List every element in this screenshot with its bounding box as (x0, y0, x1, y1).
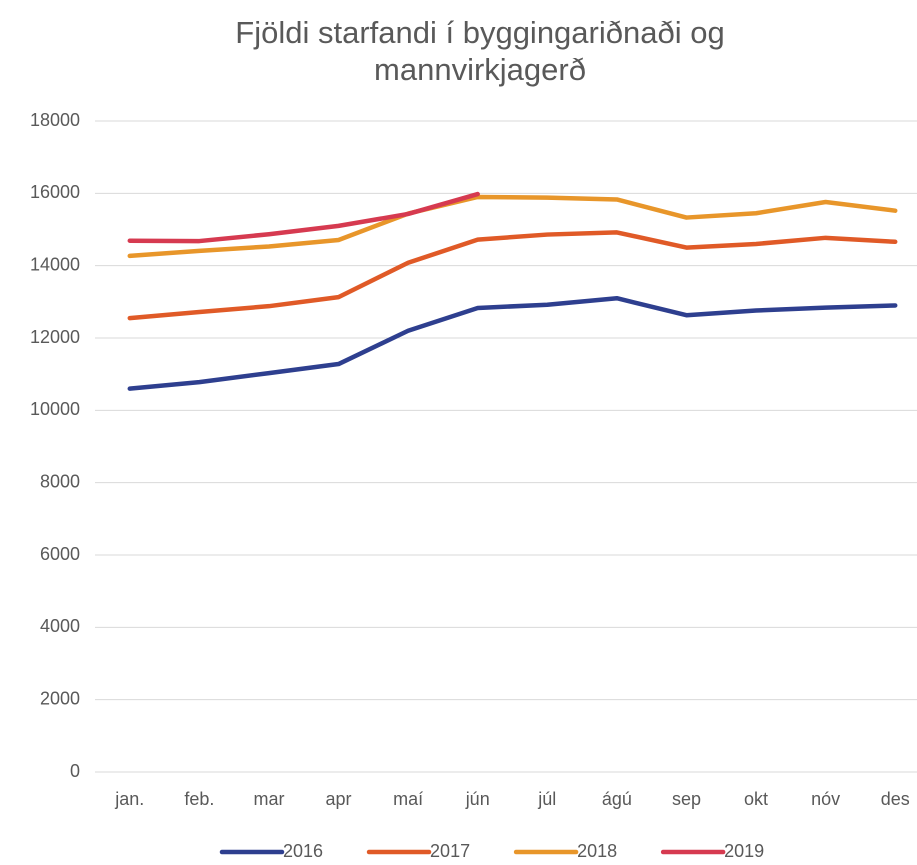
y-tick-label: 4000 (40, 616, 80, 636)
x-tick-label: sep (672, 789, 701, 809)
x-tick-label: nóv (811, 789, 840, 809)
x-tick-label: jan. (114, 789, 144, 809)
legend-label: 2017 (430, 841, 470, 861)
y-tick-label: 10000 (30, 399, 80, 419)
legend-label: 2019 (724, 841, 764, 861)
x-tick-label: feb. (184, 789, 214, 809)
y-tick-label: 14000 (30, 254, 80, 274)
y-tick-label: 6000 (40, 544, 80, 564)
x-tick-label: okt (744, 789, 768, 809)
y-tick-label: 2000 (40, 688, 80, 708)
x-tick-label: apr (326, 789, 352, 809)
x-tick-label: des (881, 789, 910, 809)
series-line (127, 191, 480, 244)
y-tick-label: 0 (70, 761, 80, 781)
series-line (127, 194, 898, 259)
y-tick-label: 8000 (40, 471, 80, 491)
x-tick-label: mar (253, 789, 284, 809)
y-tick-label: 18000 (30, 110, 80, 130)
series-line (127, 295, 898, 391)
y-tick-label: 12000 (30, 327, 80, 347)
legend-label: 2018 (577, 841, 617, 861)
y-tick-label: 16000 (30, 182, 80, 202)
x-tick-label: jún (465, 789, 490, 809)
series-line (127, 230, 898, 321)
x-tick-label: júl (537, 789, 556, 809)
x-tick-label: maí (393, 789, 423, 809)
x-tick-label: ágú (602, 789, 632, 809)
chart-title: Fjöldi starfandi í byggingariðnaði og ma… (235, 15, 725, 87)
legend-label: 2016 (283, 841, 323, 861)
